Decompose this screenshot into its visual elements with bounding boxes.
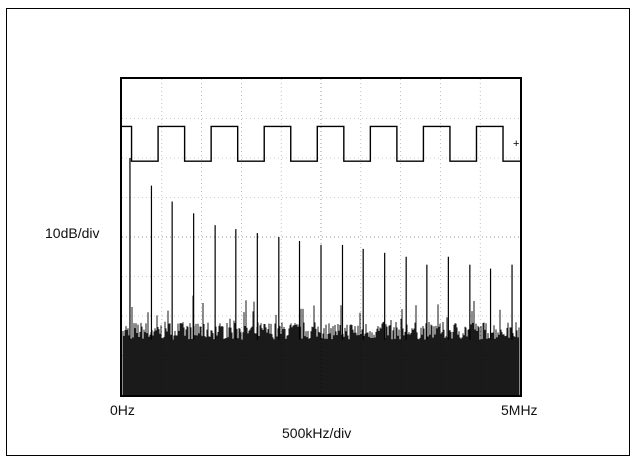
figure-frame [6,8,630,456]
x-tick-start: 0Hz [110,402,135,418]
trigger-marker: + [513,138,519,150]
noise-floor [122,295,520,395]
x-tick-end: 5MHz [501,402,538,418]
y-axis-label: 10dB/div [45,225,100,241]
oscilloscope-screen: + [120,77,522,397]
graticule [122,79,520,395]
x-axis-label: 500kHz/div [282,425,352,441]
noise-trace [122,295,520,395]
spectral-peaks [129,158,513,340]
square-wave-trace [122,125,520,162]
